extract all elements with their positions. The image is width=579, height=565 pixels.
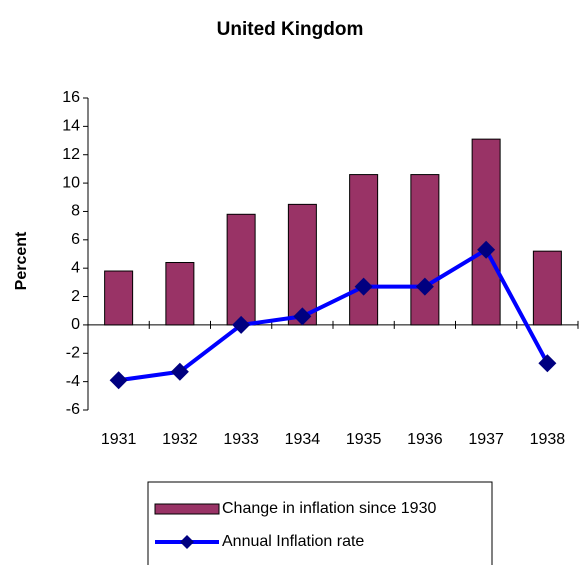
bar: [349, 174, 379, 326]
x-tick-label: 1934: [285, 431, 321, 448]
legend-label: Change in inflation since 1930: [222, 500, 436, 517]
y-tick-label: 2: [71, 288, 80, 305]
x-tick-label: 1937: [468, 431, 504, 448]
bar: [104, 270, 134, 326]
y-tick-label: 16: [62, 89, 80, 106]
x-tick-label: 1935: [346, 431, 382, 448]
bar: [165, 262, 195, 326]
y-tick-label: 14: [62, 118, 80, 135]
y-tick-label: 12: [62, 146, 80, 163]
marker: [538, 354, 557, 373]
y-tick-label: 10: [62, 174, 80, 191]
marker: [109, 371, 128, 390]
x-tick-label: 1932: [162, 431, 198, 448]
x-tick-label: 1933: [223, 431, 259, 448]
y-tick-label: 4: [71, 259, 80, 276]
chart-title: United Kingdom: [217, 19, 364, 40]
bar: [471, 138, 501, 326]
legend-box: [147, 481, 493, 565]
bar: [532, 250, 562, 326]
legend-marker: [180, 535, 194, 549]
marker: [477, 240, 496, 259]
bar: [410, 174, 440, 326]
marker: [170, 362, 189, 381]
marker: [293, 307, 312, 326]
y-axis-title: Percent: [13, 231, 30, 290]
legend-swatch: [154, 503, 220, 515]
marker: [415, 277, 434, 296]
bar: [287, 203, 317, 326]
bar: [226, 213, 256, 326]
marker: [232, 315, 251, 334]
y-tick-label: -4: [66, 373, 80, 390]
x-tick-label: 1931: [101, 431, 137, 448]
y-tick-label: 0: [71, 316, 80, 333]
y-tick-label: -6: [66, 401, 80, 418]
marker: [354, 277, 373, 296]
line: [118, 247, 550, 383]
y-tick-label: -2: [66, 344, 80, 361]
y-tick-label: 6: [71, 231, 80, 248]
x-tick-label: 1938: [530, 431, 566, 448]
y-tick-label: 8: [71, 203, 80, 220]
x-tick-label: 1936: [407, 431, 443, 448]
legend-label: Annual Inflation rate: [222, 533, 364, 550]
